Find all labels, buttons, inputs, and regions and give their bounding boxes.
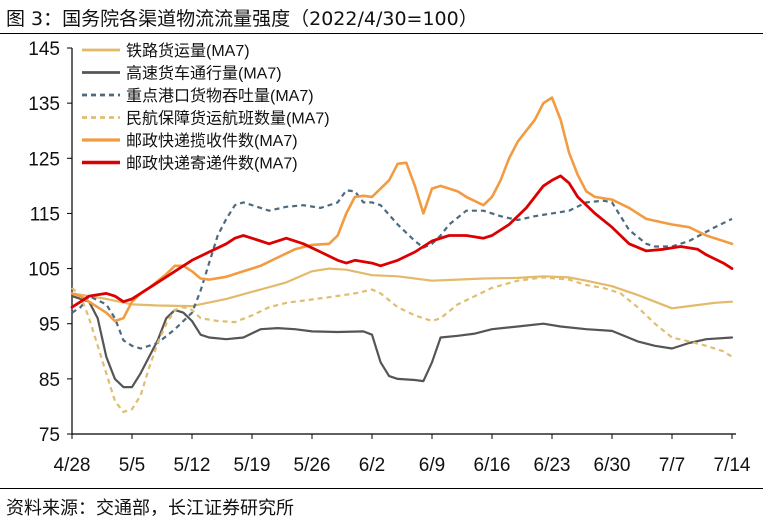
- y-tick-label: 75: [39, 425, 60, 446]
- legend: 铁路货运量(MA7) 高速货车通行量(MA7) 重点港口货物吞吐量(MA7) 民航保障…: [82, 42, 330, 173]
- legend-label-5: 邮政快递揽收件数(MA7): [126, 132, 298, 150]
- legend-label-4: 民航保障货运航班数量(MA7): [126, 110, 330, 128]
- series-line-4: [71, 276, 733, 413]
- x-tick-label: 4/28: [54, 455, 91, 476]
- legend-label-1: 铁路货运量(MA7): [126, 42, 250, 60]
- chart-title: 图 3：国务院各渠道物流流量强度（2022/4/30=100）: [6, 8, 478, 30]
- series-line-5: [70, 96, 734, 323]
- x-tick-label: 5/12: [174, 455, 211, 476]
- series-line-2: [70, 295, 734, 389]
- x-tick-label: 5/19: [234, 455, 271, 476]
- x-tick-label: 5/26: [294, 455, 331, 476]
- x-tick-label: 6/2: [359, 455, 385, 476]
- series-lines: [70, 96, 734, 413]
- series-line-1: [70, 267, 734, 310]
- x-tick-label: 5/5: [119, 455, 145, 476]
- x-tick-label: 7/7: [659, 455, 685, 476]
- series-line-3: [71, 189, 733, 350]
- source-rule: [0, 488, 763, 489]
- y-tick-label: 135: [28, 94, 60, 115]
- title-rule: [0, 33, 763, 34]
- legend-label-6: 邮政快递寄递件数(MA7): [126, 155, 298, 173]
- series-line-6: [70, 174, 734, 309]
- legend-label-3: 重点港口货物吞吐量(MA7): [126, 87, 314, 105]
- y-tick-label: 95: [39, 315, 60, 336]
- x-tick-label: 6/30: [594, 455, 631, 476]
- y-tick-label: 145: [28, 39, 60, 60]
- legend-label-2: 高速货车通行量(MA7): [126, 65, 282, 83]
- x-tick-label: 6/16: [474, 455, 511, 476]
- y-tick-label: 105: [28, 260, 60, 281]
- x-tick-label: 6/9: [419, 455, 445, 476]
- y-tick-label: 125: [28, 149, 60, 170]
- x-tick-label: 7/14: [714, 455, 751, 476]
- y-tick-label: 115: [30, 204, 60, 225]
- x-tick-label: 6/23: [534, 455, 571, 476]
- line-chart: 75 85 95 105 115 125 135 145 4/28 5/5 5/12 5/19 5/26…: [28, 39, 751, 476]
- axes: 75 85 95 105 115 125 135 145 4/28 5/5 5/12 5/19 5/26…: [28, 39, 751, 476]
- source-note: 资料来源：交通部，长江证券研究所: [6, 498, 294, 519]
- y-tick-label: 85: [39, 370, 60, 391]
